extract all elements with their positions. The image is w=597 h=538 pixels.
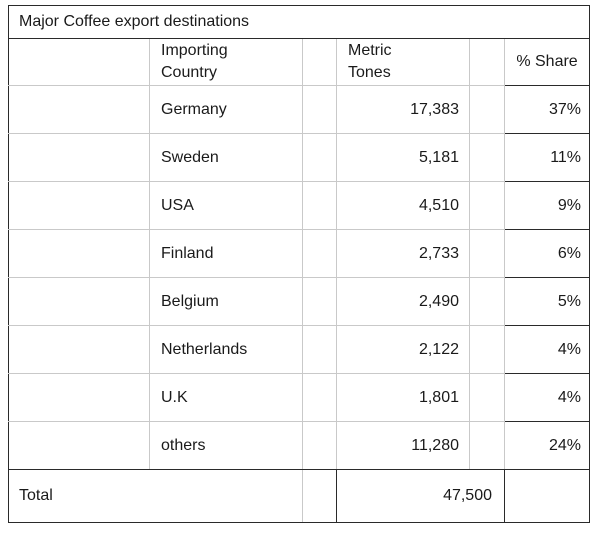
total-label: Total: [8, 469, 303, 523]
share-cell: 5%: [503, 277, 591, 326]
tonnes-cell: 11,280: [336, 421, 470, 470]
tonnes-cell: 1,801: [336, 373, 470, 422]
country-cell: Finland: [149, 229, 303, 278]
share-cell: 4%: [503, 373, 591, 422]
blank-cell: [8, 85, 150, 134]
country-cell: others: [149, 421, 303, 470]
importing-country-header-line1: Importing: [161, 42, 228, 59]
blank-cell: [8, 229, 150, 278]
table-title: Major Coffee export destinations: [7, 5, 591, 39]
spacer-cell: [302, 373, 337, 422]
importing-country-header: Importing Country: [149, 38, 303, 86]
spacer-cell: [469, 373, 505, 422]
metric-tones-header-line2: Tones: [348, 64, 391, 81]
share-cell: 37%: [503, 85, 591, 134]
tonnes-cell: 4,510: [336, 181, 470, 230]
total-spacer-cell: [302, 469, 337, 523]
share-cell: 4%: [503, 325, 591, 374]
table-row: others 11,280 24%: [8, 421, 591, 470]
table-row: Germany 17,383 37%: [8, 85, 591, 134]
spacer-cell: [469, 325, 505, 374]
blank-cell: [8, 421, 150, 470]
country-cell: Germany: [149, 85, 303, 134]
metric-tones-header-line1: Metric: [348, 42, 392, 59]
blank-cell: [8, 373, 150, 422]
country-cell: Belgium: [149, 277, 303, 326]
table-row: Belgium 2,490 5%: [8, 277, 591, 326]
spacer-cell: [302, 181, 337, 230]
blank-header-cell: [8, 38, 150, 86]
coffee-export-table: Major Coffee export destinations Importi…: [7, 5, 591, 523]
tonnes-cell: 17,383: [336, 85, 470, 134]
spacer-cell: [302, 229, 337, 278]
spacer-cell: [469, 181, 505, 230]
blank-cell: [8, 277, 150, 326]
blank-cell: [8, 181, 150, 230]
spacer-cell: [469, 85, 505, 134]
tonnes-cell: 5,181: [336, 133, 470, 182]
share-cell: 11%: [503, 133, 591, 182]
spacer-cell: [302, 133, 337, 182]
spacer-cell: [302, 421, 337, 470]
share-cell: 6%: [503, 229, 591, 278]
share-header: % Share: [503, 38, 591, 86]
share-cell: 9%: [503, 181, 591, 230]
spacer-cell: [302, 85, 337, 134]
coffee-export-table-frame: Major Coffee export destinations Importi…: [7, 5, 591, 535]
spacer-cell: [302, 325, 337, 374]
table-row: USA 4,510 9%: [8, 181, 591, 230]
header-row: Importing Country Metric Tones % Share: [8, 38, 591, 86]
spacer-header-cell: [302, 38, 337, 86]
tonnes-cell: 2,490: [336, 277, 470, 326]
metric-tones-header: Metric Tones: [336, 38, 470, 86]
blank-cell: [8, 325, 150, 374]
share-cell: 24%: [503, 421, 591, 470]
table-row: Finland 2,733 6%: [8, 229, 591, 278]
total-share-cell: [503, 469, 591, 523]
table-row: Sweden 5,181 11%: [8, 133, 591, 182]
spacer-cell: [469, 133, 505, 182]
importing-country-header-line2: Country: [161, 64, 218, 81]
country-cell: U.K: [149, 373, 303, 422]
spacer-cell: [302, 277, 337, 326]
total-value: 47,500: [336, 469, 505, 523]
country-cell: USA: [149, 181, 303, 230]
tonnes-cell: 2,122: [336, 325, 470, 374]
country-cell: Netherlands: [149, 325, 303, 374]
blank-cell: [8, 133, 150, 182]
spacer-header-cell-2: [469, 38, 505, 86]
spacer-cell: [469, 277, 505, 326]
tonnes-cell: 2,733: [336, 229, 470, 278]
table-row: Netherlands 2,122 4%: [8, 325, 591, 374]
total-row: Total 47,500: [8, 469, 591, 523]
table-row: U.K 1,801 4%: [8, 373, 591, 422]
spacer-cell: [469, 421, 505, 470]
country-cell: Sweden: [149, 133, 303, 182]
spacer-cell: [469, 229, 505, 278]
